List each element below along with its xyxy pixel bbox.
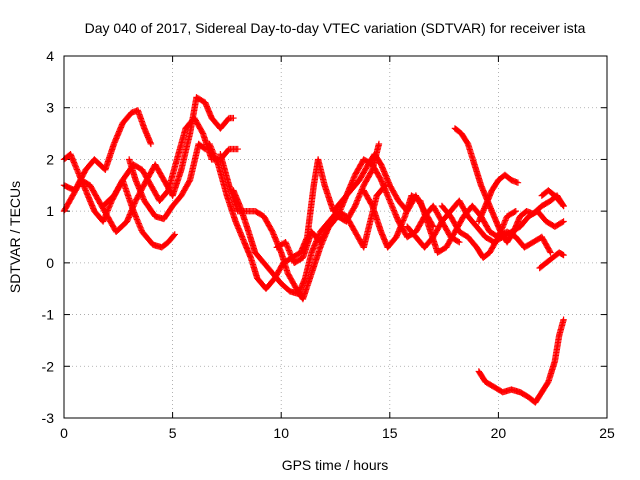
y-tick-label: -3 bbox=[42, 410, 55, 426]
data-point bbox=[559, 219, 566, 226]
y-tick-label: 2 bbox=[46, 151, 54, 167]
data-point bbox=[201, 145, 209, 153]
data-points bbox=[60, 94, 567, 406]
data-point bbox=[170, 232, 178, 239]
data-point bbox=[186, 178, 193, 185]
y-tick-label: 0 bbox=[46, 255, 54, 271]
series-arc-q bbox=[475, 316, 567, 406]
data-point bbox=[560, 218, 567, 225]
y-tick-label: -2 bbox=[42, 358, 55, 374]
data-point bbox=[512, 207, 519, 215]
data-point bbox=[546, 248, 554, 255]
data-point bbox=[560, 251, 567, 259]
data-point bbox=[514, 179, 522, 186]
y-tick-label: 3 bbox=[46, 100, 54, 116]
axis-ticks: 0 5 10 15 20 25 -3 -2 -1 0 1 2 3 4 bbox=[42, 48, 615, 441]
series-arc-e bbox=[125, 140, 209, 223]
y-tick-label: 1 bbox=[46, 203, 54, 219]
data-point bbox=[560, 202, 567, 210]
data-point bbox=[230, 114, 237, 122]
data-point bbox=[454, 238, 462, 245]
data-point bbox=[559, 201, 566, 209]
y-tick-label: -1 bbox=[42, 307, 55, 323]
data-point bbox=[171, 231, 178, 238]
data-point bbox=[511, 208, 518, 216]
series-arc-m bbox=[438, 202, 519, 261]
data-point bbox=[560, 316, 567, 323]
x-tick-label: 5 bbox=[169, 425, 177, 441]
x-axis-label: GPS time / hours bbox=[282, 457, 389, 473]
data-point bbox=[456, 238, 463, 246]
x-tick-label: 15 bbox=[382, 425, 398, 441]
data-point bbox=[200, 145, 208, 152]
data-point bbox=[234, 145, 241, 153]
data-point bbox=[375, 140, 383, 148]
data-point bbox=[559, 251, 566, 258]
series-arc-n bbox=[475, 171, 522, 225]
series-arc-p bbox=[536, 249, 567, 272]
x-tick-label: 10 bbox=[273, 425, 289, 441]
data-point bbox=[147, 140, 155, 148]
y-axis-label: SDTVAR / TECUs bbox=[7, 181, 23, 293]
series-arc-o bbox=[538, 187, 567, 210]
y-tick-label: 4 bbox=[46, 48, 54, 64]
chart-title: Day 040 of 2017, Sidereal Day-to-day VTE… bbox=[85, 20, 586, 36]
plot-frame bbox=[63, 55, 608, 419]
series-arc-d bbox=[99, 176, 178, 251]
x-tick-label: 20 bbox=[491, 425, 507, 441]
x-tick-label: 25 bbox=[599, 425, 615, 441]
series-arc-c bbox=[60, 107, 155, 194]
series-arc-b bbox=[60, 94, 237, 236]
data-point bbox=[547, 249, 554, 256]
series-arc-l bbox=[451, 125, 567, 246]
x-tick-label: 0 bbox=[60, 425, 68, 441]
